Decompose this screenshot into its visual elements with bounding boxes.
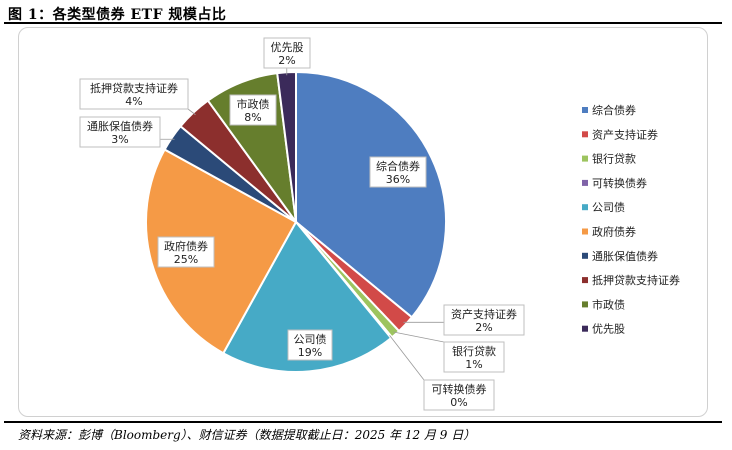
callout-value-label: 2% — [475, 321, 492, 334]
callout-category-label: 可转换债券 — [432, 382, 487, 396]
bottom-rule — [4, 421, 722, 423]
legend-label: 可转换债券 — [592, 176, 647, 190]
callout-box-8 — [79, 78, 189, 110]
callout-category-label: 通胀保值债券 — [87, 119, 153, 133]
legend-label: 公司债 — [592, 200, 625, 214]
callout-box-10 — [263, 37, 311, 69]
pie-slice-5 — [221, 220, 393, 373]
leader-line-3 — [393, 331, 445, 343]
legend-label: 市政债 — [592, 297, 625, 311]
legend-entry-5: 公司债 — [582, 200, 625, 214]
leader-line-8 — [187, 108, 196, 116]
callout-category-label: 市政债 — [237, 97, 270, 111]
callout-value-label: 1% — [465, 358, 482, 371]
callout-box-4 — [423, 379, 495, 411]
callout-value-label: 0% — [450, 396, 467, 409]
legend-entry-4: 可转换债券 — [582, 176, 647, 190]
callout-category-label: 抵押贷款支持证券 — [90, 81, 178, 95]
legend-entry-3: 银行贷款 — [582, 152, 636, 166]
legend-swatch — [582, 204, 588, 211]
source-note: 资料来源：彭博（Bloomberg）、财信证券（数据提取截止日：2025 年 1… — [18, 428, 476, 442]
callout-value-label: 19% — [298, 346, 322, 359]
pie-slice-1 — [295, 70, 447, 319]
callout-category-label: 政府债券 — [164, 239, 208, 253]
callout-box-2 — [443, 304, 525, 336]
callout-value-label: 8% — [244, 111, 261, 124]
pie-slice-6 — [145, 148, 298, 355]
slice-callouts: 综合债券36%资产支持证券2%银行贷款1%可转换债券0%公司债19%政府债券25… — [79, 37, 525, 411]
legend-swatch — [582, 325, 588, 332]
callout-box-6 — [157, 236, 215, 268]
callout-category-label: 资产支持证券 — [451, 307, 517, 321]
callout-leader-lines — [159, 67, 445, 381]
legend-swatch — [582, 228, 588, 235]
legend-entry-1: 综合债券 — [582, 103, 636, 117]
callout-value-label: 2% — [278, 54, 295, 67]
legend-entry-8: 抵押贷款支持证券 — [582, 273, 680, 287]
callout-category-label: 银行贷款 — [452, 344, 496, 358]
callout-box-1 — [369, 156, 427, 188]
pie-slices — [145, 70, 447, 373]
callout-category-label: 优先股 — [271, 41, 304, 54]
legend-swatch — [582, 131, 588, 138]
callout-box-5 — [287, 329, 333, 361]
legend-swatch — [582, 301, 588, 308]
callout-value-label: 25% — [174, 253, 198, 266]
legend-label: 资产支持证券 — [592, 127, 658, 141]
callout-value-label: 4% — [125, 95, 142, 108]
legend-entry-10: 优先股 — [582, 323, 625, 336]
chart-frame — [18, 27, 708, 417]
legend-label: 通胀保值债券 — [592, 249, 658, 263]
callout-category-label: 综合债券 — [376, 159, 420, 173]
figure-title: 图 1：各类型债券 ETF 规模占比 — [8, 7, 227, 23]
legend-label: 综合债券 — [592, 103, 636, 117]
legend-swatch — [582, 252, 588, 259]
legend-swatch — [582, 107, 588, 113]
callout-box-3 — [443, 341, 505, 373]
legend-entry-2: 资产支持证券 — [582, 127, 658, 141]
legend-label: 优先股 — [592, 323, 625, 336]
legend-swatch — [582, 155, 588, 162]
legend-label: 抵押贷款支持证券 — [592, 273, 680, 287]
callout-value-label: 36% — [386, 173, 410, 186]
legend-label: 政府债券 — [592, 225, 636, 239]
legend-entry-7: 通胀保值债券 — [582, 249, 658, 263]
callout-category-label: 公司债 — [294, 332, 327, 346]
legend-swatch — [582, 277, 588, 284]
legend-entry-9: 市政债 — [582, 297, 625, 311]
callout-box-9 — [229, 94, 277, 126]
legend-entry-6: 政府债券 — [582, 225, 636, 239]
callout-box-7 — [79, 116, 161, 148]
legend-swatch — [582, 179, 588, 186]
top-rule — [4, 22, 722, 24]
leader-line-4 — [389, 335, 425, 381]
callout-value-label: 3% — [111, 133, 128, 146]
legend-label: 银行贷款 — [592, 152, 636, 166]
legend: 综合债券资产支持证券银行贷款可转换债券公司债政府债券通胀保值债券抵押贷款支持证券… — [582, 103, 680, 336]
